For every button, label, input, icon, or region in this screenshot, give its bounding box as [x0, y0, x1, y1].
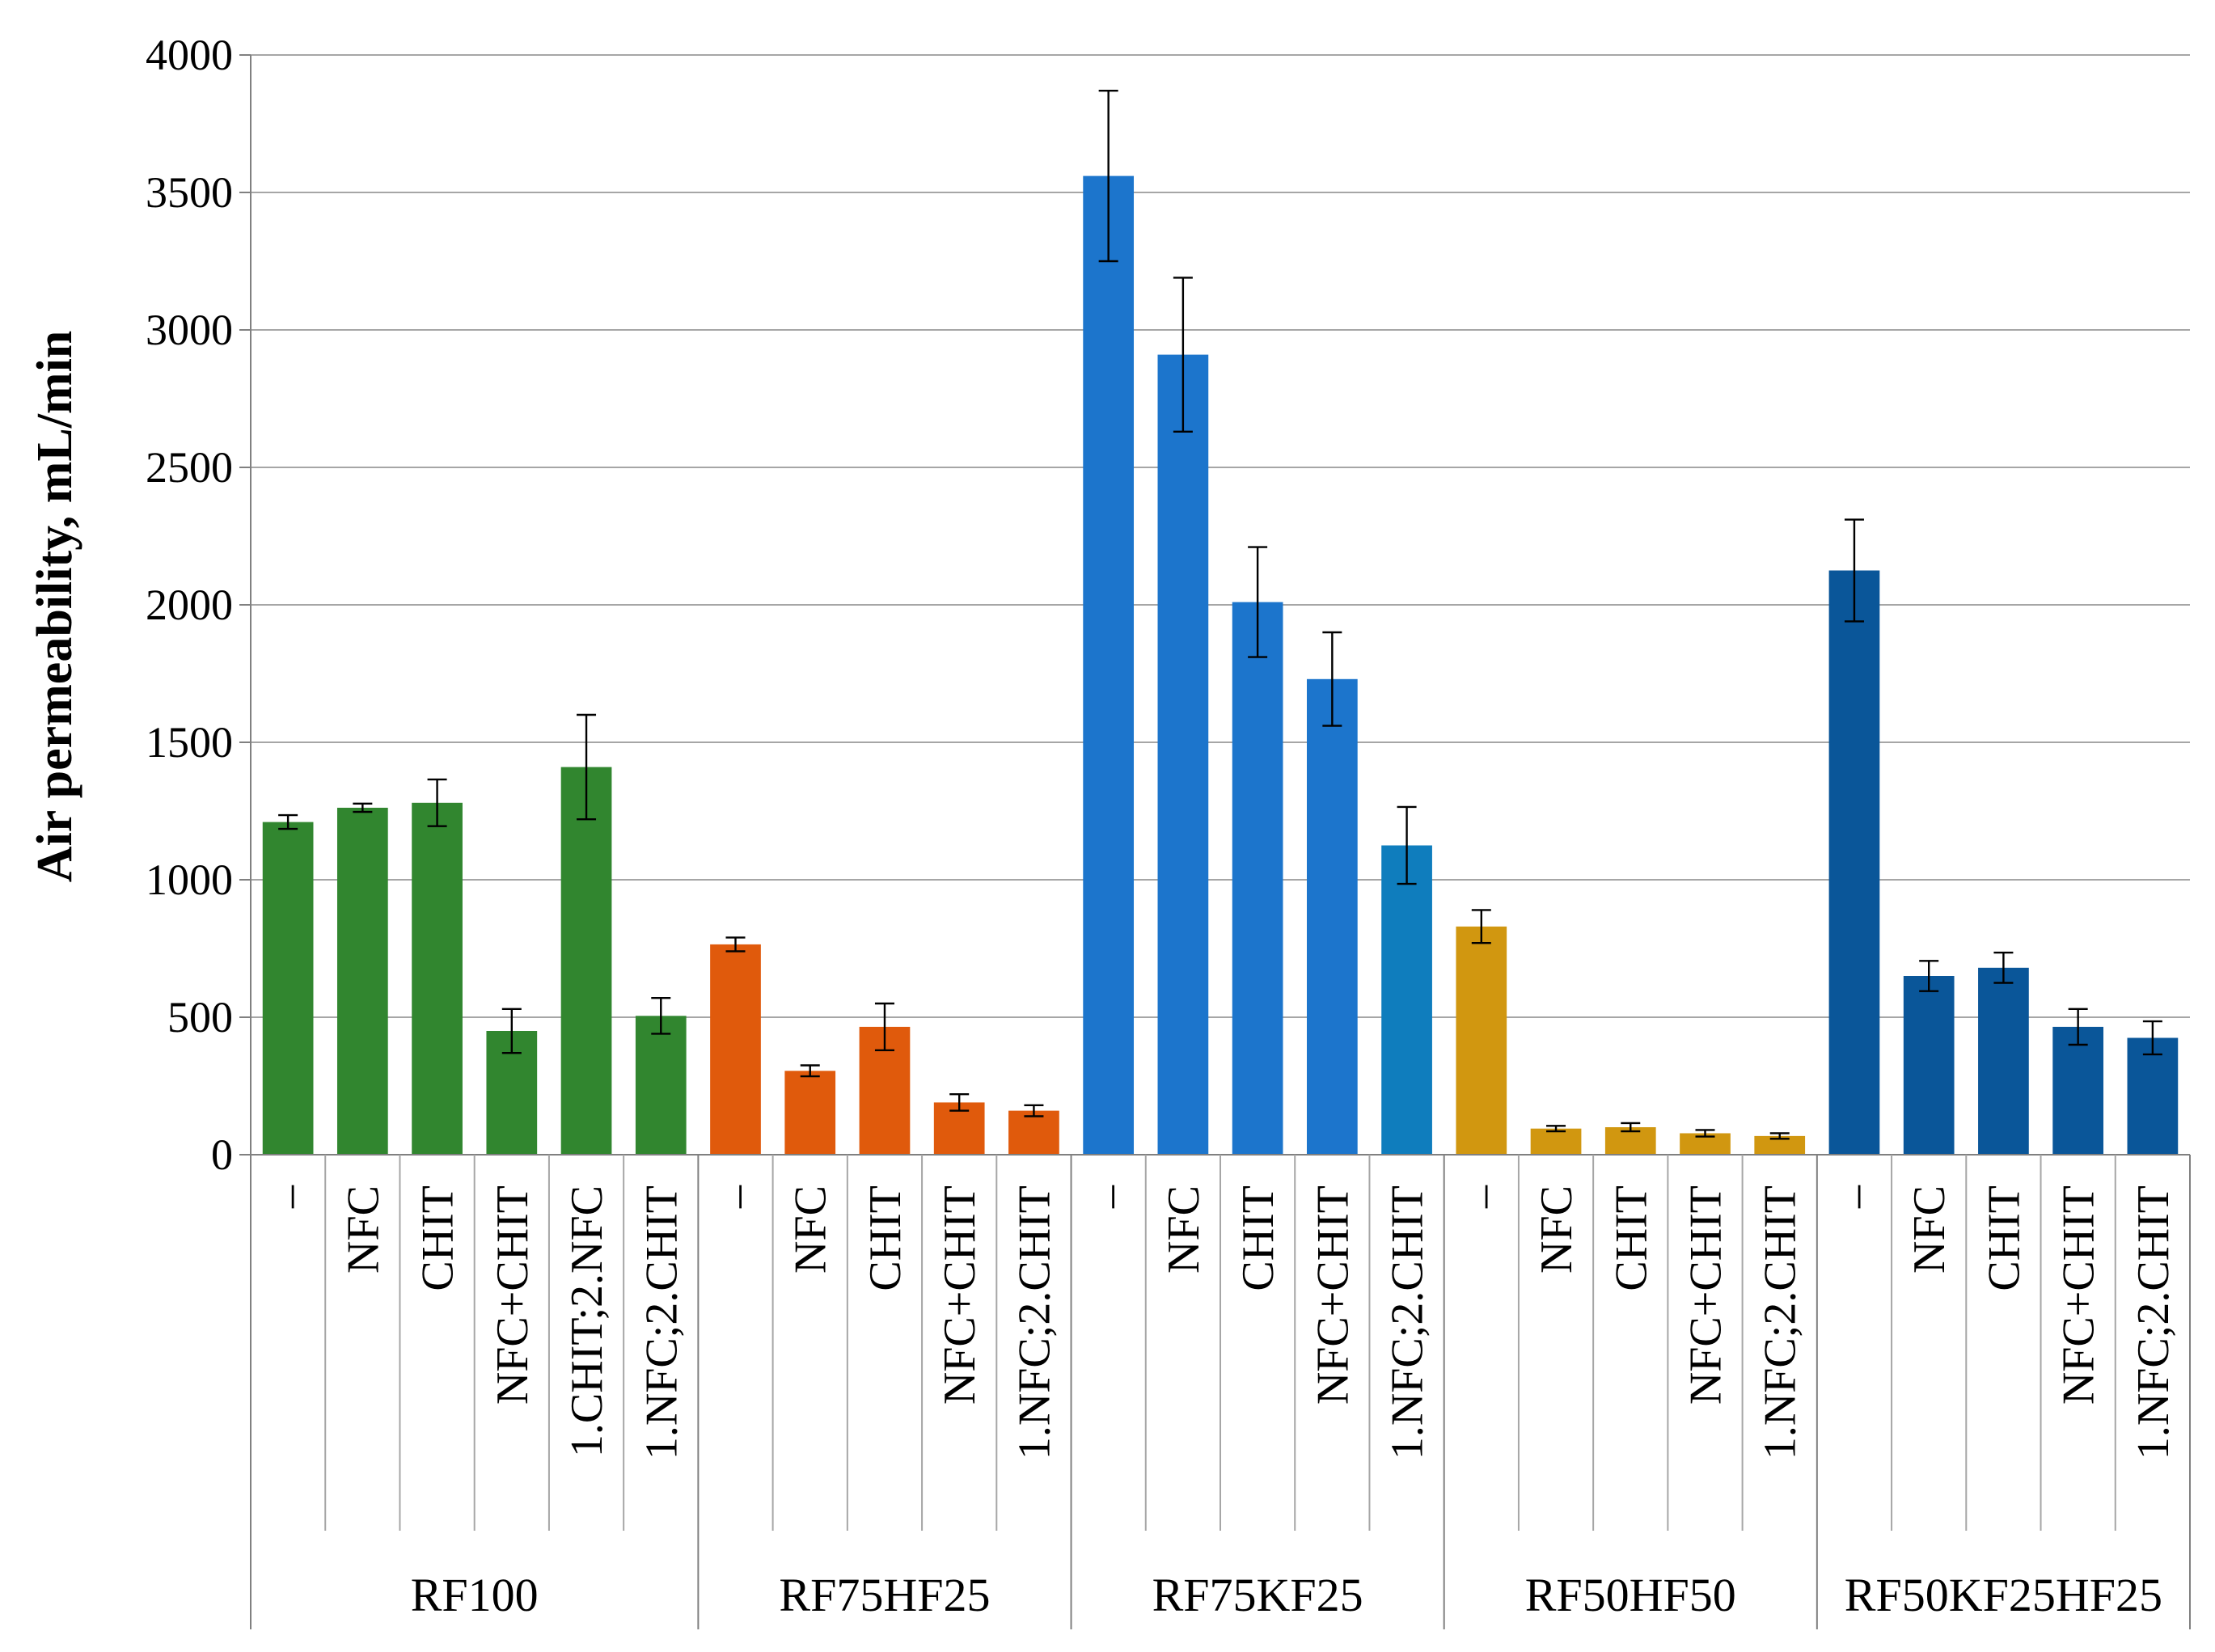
- y-tick-label: 3500: [146, 168, 233, 217]
- category-label: NFC+CHIT: [1308, 1185, 1358, 1405]
- category-label: –: [1830, 1185, 1880, 1209]
- y-tick-label: 0: [211, 1130, 233, 1179]
- category-label: NFC+CHIT: [935, 1185, 985, 1405]
- bar: [1232, 602, 1283, 1155]
- y-tick-label: 4000: [146, 31, 233, 79]
- category-label: NFC+CHIT: [2054, 1185, 2104, 1405]
- category-label: NFC: [1904, 1185, 1955, 1274]
- bar: [2127, 1037, 2179, 1155]
- category-label: NFC: [1159, 1185, 1209, 1274]
- y-tick-label: 500: [167, 993, 233, 1041]
- category-label: CHIT: [413, 1185, 463, 1291]
- bar: [1903, 976, 1955, 1155]
- group-label: RF100: [411, 1569, 539, 1621]
- bar: [2052, 1026, 2104, 1155]
- bar: [262, 822, 314, 1155]
- category-label: NFC: [338, 1185, 388, 1274]
- category-label: CHIT: [1233, 1185, 1283, 1291]
- category-label: –: [264, 1185, 314, 1209]
- group-label: RF75HF25: [779, 1569, 990, 1621]
- bar: [1306, 678, 1358, 1155]
- bar: [336, 807, 388, 1155]
- axes: [250, 55, 2191, 1629]
- y-tick-label: 3000: [146, 306, 233, 354]
- bar: [1157, 354, 1209, 1156]
- bar: [1754, 1135, 1806, 1155]
- bars: [262, 175, 2179, 1156]
- y-axis-ticks: 0 500 1000 1500 2000 2500 3000 3500 4000: [146, 31, 251, 1179]
- bar: [412, 802, 463, 1155]
- category-label: –: [712, 1185, 762, 1209]
- category-label: CHIT: [1606, 1185, 1656, 1291]
- bar: [1083, 175, 1135, 1156]
- group-label: RF50KF25HF25: [1845, 1569, 2162, 1621]
- category-label: NFC+CHIT: [488, 1185, 538, 1405]
- group-label: RF75KF25: [1152, 1569, 1363, 1621]
- category-label: 1.NFC;2.CHIT: [1009, 1185, 1059, 1460]
- y-axis-label: Air permeability, mL/min: [27, 331, 82, 883]
- bar: [1381, 845, 1432, 1155]
- category-label: –: [1084, 1185, 1135, 1209]
- bar: [560, 767, 612, 1155]
- category-label: CHIT: [860, 1185, 911, 1291]
- category-label: 1.NFC;2.CHIT: [1756, 1185, 1806, 1460]
- bar: [1978, 967, 2029, 1155]
- category-label: 1.CHIT;2.NFC: [562, 1185, 612, 1457]
- bar: [1008, 1110, 1059, 1155]
- category-label: NFC: [786, 1185, 836, 1274]
- bar: [1530, 1128, 1582, 1155]
- category-label: NFC+CHIT: [1681, 1185, 1731, 1405]
- category-label: 1.NFC;2.CHIT: [1383, 1185, 1433, 1460]
- category-label: –: [1457, 1185, 1507, 1209]
- bar: [710, 944, 761, 1155]
- bar: [1456, 926, 1507, 1155]
- group-labels: RF100 RF75HF25 RF75KF25 RF50HF50 RF50KF25HF2…: [411, 1569, 2162, 1621]
- category-label: NFC: [1532, 1185, 1582, 1274]
- category-labels: – NFC CHIT NFC+CHIT 1.CHIT;2.NFC 1.NFC;2.CHIT…: [264, 1185, 2179, 1460]
- bar: [1828, 570, 1880, 1155]
- y-tick-label: 2000: [146, 581, 233, 629]
- bar: [635, 1016, 687, 1155]
- y-tick-label: 2500: [146, 443, 233, 492]
- category-label: 1.NFC;2.CHIT: [2128, 1185, 2179, 1460]
- error-bars: [278, 89, 2162, 1140]
- category-label: 1.NFC;2.CHIT: [636, 1185, 687, 1460]
- y-tick-label: 1000: [146, 856, 233, 904]
- category-label: CHIT: [1979, 1185, 2029, 1291]
- group-label: RF50HF50: [1525, 1569, 1736, 1621]
- y-tick-label: 1500: [146, 718, 233, 767]
- gridlines: [251, 54, 2190, 1018]
- bar: [784, 1071, 836, 1155]
